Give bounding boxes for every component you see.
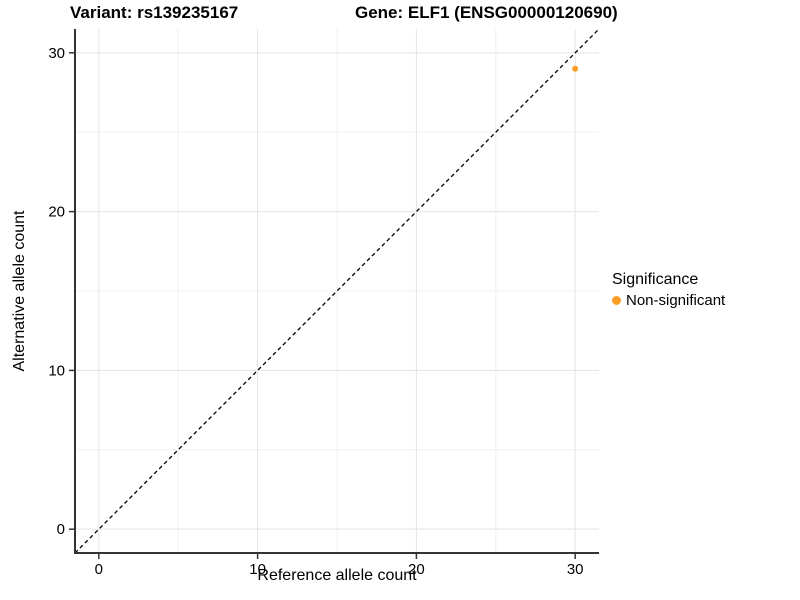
x-tick-label: 0 [95, 561, 103, 578]
y-axis-title: Alternative allele count [11, 210, 28, 372]
plot-title-variant: Variant: rs139235167 [70, 3, 239, 22]
data-point [572, 65, 579, 72]
plot-title-gene: Gene: ELF1 (ENSG00000120690) [355, 3, 618, 22]
x-tick-label: 20 [408, 561, 425, 578]
legend-title: Significance [612, 271, 699, 288]
y-tick-label: 30 [48, 45, 65, 62]
x-axis-title: Reference allele count [257, 567, 417, 584]
y-tick-label: 20 [48, 204, 65, 221]
x-tick-label: 30 [567, 561, 584, 578]
y-tick-label: 10 [48, 362, 65, 379]
legend-entry-label: Non-significant [626, 292, 726, 309]
y-tick-label: 0 [57, 521, 65, 538]
legend-point-icon [612, 296, 621, 305]
identity-dashed-line [74, 28, 600, 554]
legend: Significance Non-significant [612, 271, 725, 309]
legend-entry: Non-significant [612, 292, 725, 309]
x-tick-label: 10 [249, 561, 266, 578]
